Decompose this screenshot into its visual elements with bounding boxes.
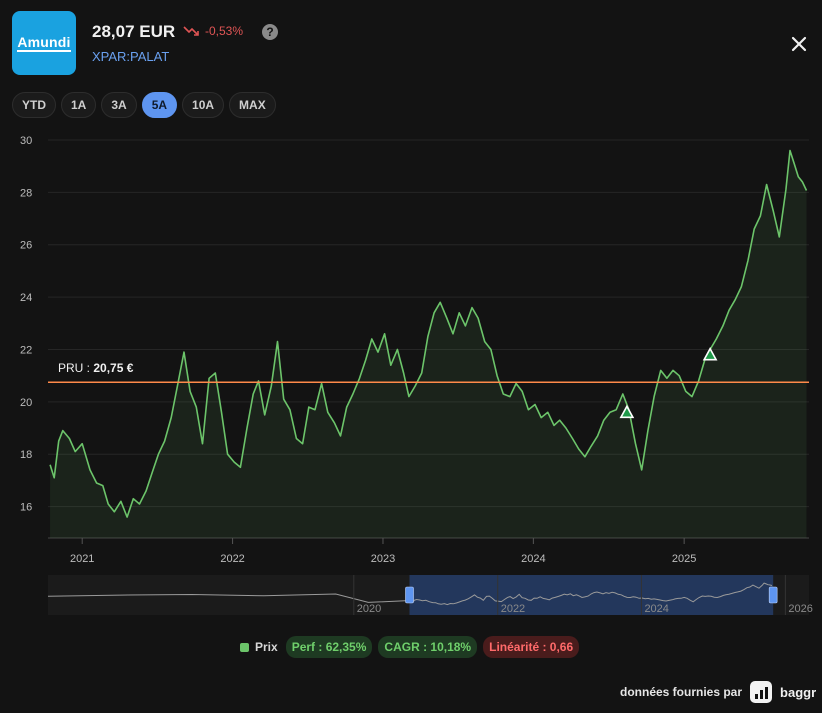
trend-down-icon bbox=[183, 26, 199, 36]
y-tick-label: 30 bbox=[20, 135, 32, 147]
range-5a-button[interactable]: 5A bbox=[141, 92, 178, 118]
navigator-line bbox=[47, 582, 773, 606]
x-tick-label: 2025 bbox=[672, 553, 696, 565]
x-tick-label: 2023 bbox=[371, 553, 395, 565]
range-selector: YTD 1A 3A 5A 10A MAX bbox=[12, 92, 276, 118]
help-icon[interactable]: ? bbox=[262, 24, 278, 40]
change-percent: -0,53% bbox=[205, 24, 244, 38]
buy-marker bbox=[619, 404, 635, 419]
y-tick-label: 18 bbox=[20, 449, 32, 461]
data-credit: données fournies par baggr bbox=[620, 681, 816, 703]
chart-legend: Prix Perf : 62,35% CAGR : 10,18% Linéari… bbox=[240, 636, 580, 658]
x-tick-label: 2022 bbox=[220, 553, 244, 565]
navigator-handle-left[interactable] bbox=[405, 586, 414, 604]
credit-text: données fournies par bbox=[620, 685, 743, 699]
y-tick-label: 16 bbox=[20, 502, 32, 514]
navigator-tick-label: 2026 bbox=[788, 603, 812, 615]
range-10a-button[interactable]: 10A bbox=[182, 92, 225, 118]
baggr-logo-icon[interactable] bbox=[750, 681, 773, 703]
buy-marker bbox=[702, 347, 718, 361]
navigator-selection bbox=[409, 575, 774, 615]
linearite-badge: Linéarité : 0,66 bbox=[483, 636, 580, 658]
amundi-logo: Amundi bbox=[12, 11, 76, 75]
range-max-button[interactable]: MAX bbox=[229, 92, 276, 118]
logo-text: Amundi bbox=[17, 33, 71, 52]
pru-label: PRU : 20,75 € bbox=[58, 361, 134, 375]
current-price: 28,07 EUR bbox=[92, 22, 176, 41]
navigator-tick-label: 2024 bbox=[644, 603, 668, 615]
y-tick-label: 20 bbox=[20, 397, 32, 409]
x-tick-label: 2021 bbox=[70, 553, 94, 565]
series-area bbox=[50, 150, 807, 538]
y-tick-label: 24 bbox=[20, 292, 32, 304]
legend-series-label[interactable]: Prix bbox=[255, 640, 278, 654]
y-tick-label: 22 bbox=[20, 344, 32, 356]
x-tick-label: 2024 bbox=[521, 553, 545, 565]
navigator-handle-right[interactable] bbox=[768, 586, 778, 604]
legend-color-swatch bbox=[240, 642, 249, 652]
navigator-tick-label: 2022 bbox=[501, 603, 525, 615]
baggr-brand[interactable]: baggr bbox=[780, 684, 817, 700]
y-tick-label: 26 bbox=[20, 240, 32, 252]
y-tick-label: 28 bbox=[20, 187, 32, 199]
close-icon[interactable] bbox=[788, 33, 810, 55]
range-ytd-button[interactable]: YTD bbox=[12, 92, 56, 118]
navigator-tick-label: 2020 bbox=[357, 603, 381, 615]
range-1a-button[interactable]: 1A bbox=[61, 92, 97, 118]
series-line bbox=[49, 149, 808, 518]
ticker-symbol[interactable]: XPAR:PALAT bbox=[92, 49, 170, 64]
price-change: -0,53% bbox=[183, 24, 243, 38]
perf-badge: Perf : 62,35% bbox=[285, 636, 373, 658]
range-3a-button[interactable]: 3A bbox=[101, 92, 137, 118]
cagr-badge: CAGR : 10,18% bbox=[378, 636, 478, 658]
